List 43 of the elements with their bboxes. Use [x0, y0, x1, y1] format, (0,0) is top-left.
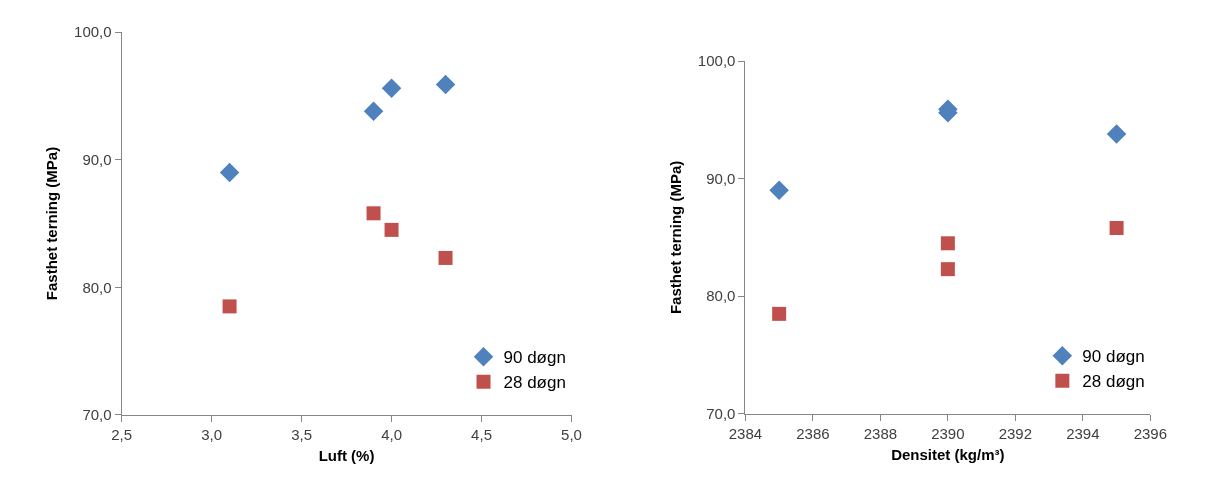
- y-axis-title: Fasthet terning (MPa): [667, 160, 685, 315]
- point: [384, 222, 399, 237]
- point: [438, 250, 453, 265]
- x-tick-label: 2392: [998, 424, 1033, 442]
- point: [1106, 124, 1127, 144]
- x-tick-label: 2,5: [111, 425, 133, 443]
- point: [769, 180, 789, 201]
- x-axis-title: Luft (%): [318, 446, 375, 464]
- legend-label: 28 døgn: [503, 373, 566, 393]
- point: [435, 74, 456, 95]
- x-tick-label: 3,0: [201, 425, 223, 443]
- x-tick-label: 2390: [931, 424, 965, 442]
- x-tick-label: 2396: [1133, 424, 1168, 442]
- point: [940, 262, 955, 277]
- legend-label: 28 døgn: [1082, 372, 1145, 392]
- point: [219, 162, 240, 183]
- point: [772, 306, 787, 321]
- x-tick-label: 4,5: [471, 425, 492, 443]
- x-tick-label: 2384: [728, 424, 763, 442]
- point: [366, 206, 381, 221]
- point: [222, 299, 237, 314]
- point: [363, 101, 384, 122]
- point: [1109, 221, 1124, 235]
- point: [381, 78, 402, 99]
- y-tick-label: 70,0: [706, 405, 736, 423]
- legend-label: 90 døgn: [503, 348, 566, 368]
- y-tick-label: 100,0: [697, 52, 736, 70]
- x-tick-label: 2386: [796, 424, 830, 442]
- y-tick-label: 90,0: [82, 150, 112, 168]
- y-tick-label: 80,0: [706, 287, 736, 305]
- x-tick-label: 2388: [863, 424, 898, 442]
- x-tick-label: 2394: [1066, 424, 1100, 442]
- x-tick-label: 4,0: [381, 425, 402, 443]
- y-axis-title: Fasthet terning (MPa): [43, 146, 61, 301]
- x-tick-label: 3,5: [291, 425, 312, 443]
- x-tick-label: 5,0: [561, 425, 582, 443]
- y-tick-label: 80,0: [82, 278, 112, 296]
- point: [940, 236, 955, 251]
- x-axis-title: Densitet (kg/m³): [891, 445, 1005, 463]
- y-tick-label: 90,0: [706, 169, 736, 187]
- y-tick-label: 70,0: [82, 406, 112, 424]
- y-tick-label: 100,0: [74, 23, 112, 41]
- legend-label: 90 døgn: [1082, 347, 1145, 367]
